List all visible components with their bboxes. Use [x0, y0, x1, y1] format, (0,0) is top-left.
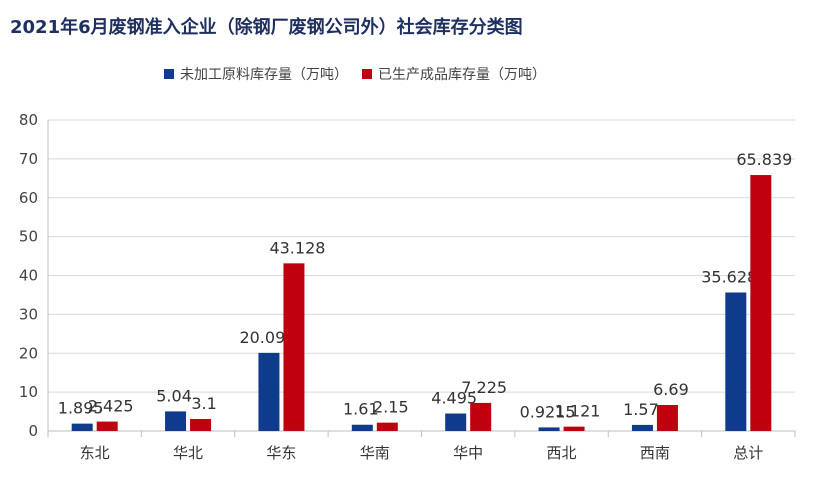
data-label: 6.69	[653, 380, 689, 399]
chart-title: 2021年6月废钢准入企业（除钢厂废钢公司外）社会库存分类图	[10, 17, 523, 38]
data-label: 7.225	[461, 378, 507, 397]
legend-swatch-finished	[362, 69, 372, 79]
y-tick-label: 30	[19, 305, 38, 323]
y-tick-label: 20	[19, 344, 38, 362]
bar	[470, 402, 492, 431]
x-tick-label: 东北	[80, 444, 110, 462]
bar	[656, 404, 678, 431]
x-tick-label: 西北	[547, 444, 577, 462]
data-label: 65.839	[736, 150, 792, 169]
x-tick-label: 华南	[360, 444, 390, 462]
y-tick-label: 60	[19, 189, 38, 207]
data-label: 0.9215	[520, 402, 576, 421]
data-label: 1.121	[555, 402, 601, 421]
bar	[351, 424, 373, 431]
y-tick-label: 10	[19, 383, 38, 401]
bar	[165, 411, 187, 431]
data-label: 1.895	[58, 399, 104, 418]
x-tick-label: 华北	[173, 444, 203, 462]
data-label: 4.495	[431, 389, 477, 408]
bar	[258, 352, 280, 431]
bar	[190, 418, 212, 431]
data-label: 5.04	[156, 386, 192, 405]
bar	[563, 426, 585, 431]
bar	[750, 175, 772, 431]
y-tick-label: 50	[19, 228, 38, 246]
bar	[376, 422, 398, 431]
data-label: 43.128	[269, 238, 325, 257]
bar	[631, 424, 653, 431]
legend-label-finished: 已生产成品库存量（万吨）	[378, 67, 546, 83]
bar	[445, 413, 467, 431]
y-tick-label: 80	[19, 111, 38, 129]
bar	[71, 423, 93, 431]
y-tick-label: 70	[19, 150, 38, 168]
legend-item-finished: 已生产成品库存量（万吨）	[362, 64, 546, 84]
data-label: 1.57	[623, 400, 659, 419]
bar	[538, 427, 560, 431]
bar	[283, 263, 305, 431]
legend-swatch-raw	[164, 69, 174, 79]
data-label: 3.1	[191, 394, 216, 413]
x-tick-label: 华中	[453, 444, 483, 462]
data-label: 2.15	[373, 398, 409, 417]
chart-legend: 未加工原料库存量（万吨） 已生产成品库存量（万吨）	[164, 64, 560, 84]
data-label: 1.61	[343, 400, 379, 419]
legend-label-raw: 未加工原料库存量（万吨）	[180, 67, 348, 83]
y-tick-label: 0	[28, 422, 38, 440]
y-tick-label: 40	[19, 267, 38, 285]
legend-item-raw: 未加工原料库存量（万吨）	[164, 64, 348, 84]
x-tick-label: 总计	[733, 444, 763, 462]
data-label: 2.425	[88, 397, 134, 416]
bar	[96, 421, 118, 431]
x-tick-label: 华东	[266, 444, 296, 462]
x-tick-label: 西南	[640, 444, 670, 462]
data-label: 20.097	[239, 328, 295, 347]
bar	[725, 292, 747, 431]
